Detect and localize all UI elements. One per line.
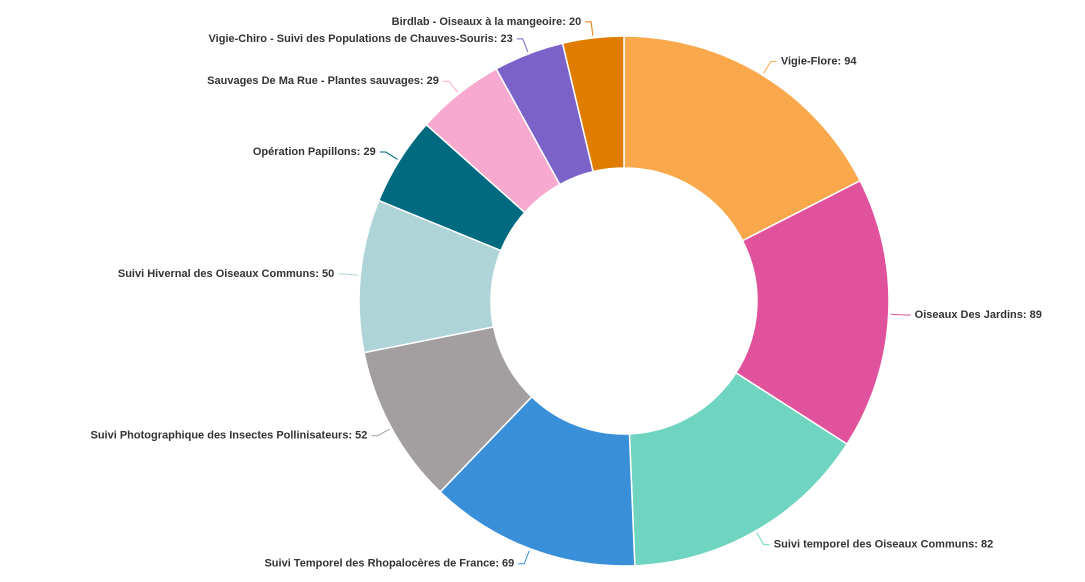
leader-line [518,550,530,565]
leader-line [890,313,911,316]
data-label: Sauvages De Ma Rue - Plantes sauvages: 2… [207,75,439,87]
data-label: Suivi Hivernal des Oiseaux Communs: 50 [118,268,334,280]
leader-line [763,60,777,74]
leader-line [516,38,529,53]
data-label: Birdlab - Oiseaux à la mangeoire: 20 [392,16,582,28]
data-label: Oiseaux Des Jardins: 89 [915,309,1042,321]
donut-slice [628,371,849,567]
data-label: Vigie-Flore: 94 [781,55,857,67]
donut-slice [623,35,862,242]
donut-slice [561,35,625,173]
leader-line [338,273,359,276]
donut-slice [734,179,890,446]
leader-line [756,532,770,546]
leader-line [371,428,390,437]
leader-line [442,80,459,93]
data-label: Suivi Photographique des Insectes Pollin… [91,430,368,442]
data-label: Suivi Temporel des Rhopalocères de Franc… [264,558,514,570]
data-label: Vigie-Chiro - Suivi des Populations de C… [209,33,513,45]
data-label: Suivi temporel des Oiseaux Communs: 82 [774,539,993,551]
data-label: Opération Papillons: 29 [253,146,376,158]
leader-line [379,151,398,160]
leader-line [585,21,594,36]
